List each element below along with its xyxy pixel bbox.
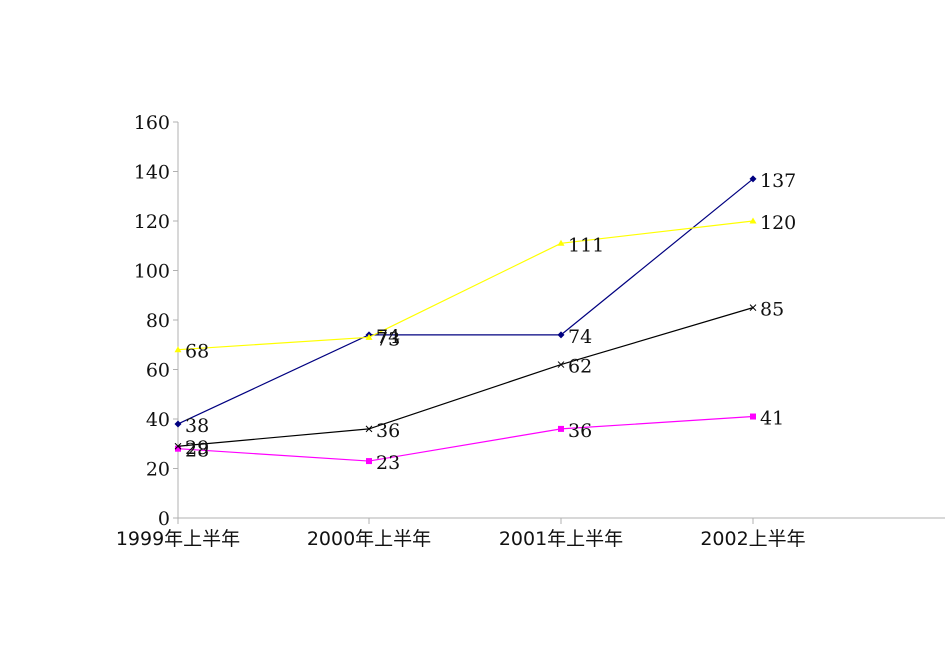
series-layer bbox=[174, 175, 757, 465]
data-label: 74 bbox=[376, 326, 400, 348]
data-label: 28 bbox=[185, 440, 209, 462]
data-point-marker bbox=[558, 425, 564, 432]
y-tick-label: 20 bbox=[146, 459, 170, 481]
data-label: 29 bbox=[185, 437, 209, 459]
data-label: 73 bbox=[376, 328, 400, 350]
data-point-marker bbox=[366, 458, 372, 465]
axes: 0 20 40 60 80 100 120 140 160 1999年上半年 2000年上半年 200… bbox=[116, 112, 945, 550]
data-label: 36 bbox=[568, 420, 592, 442]
y-tick-label: 80 bbox=[146, 310, 170, 332]
series-magenta bbox=[175, 413, 756, 465]
data-label: 74 bbox=[568, 326, 592, 348]
data-point-marker bbox=[174, 346, 182, 353]
y-tick-label: 140 bbox=[134, 162, 170, 184]
series-black bbox=[174, 304, 757, 450]
x-tick-label: 2002上半年 bbox=[700, 528, 805, 550]
data-point-marker bbox=[175, 445, 181, 452]
y-tick-label: 40 bbox=[146, 409, 170, 431]
x-tick-label: 1999年上半年 bbox=[116, 528, 240, 550]
data-point-marker bbox=[365, 333, 373, 340]
data-label: 68 bbox=[185, 341, 209, 363]
data-label: 137 bbox=[760, 170, 796, 192]
data-point-marker bbox=[557, 239, 565, 246]
y-tick-label: 60 bbox=[146, 360, 170, 382]
y-tick-label: 100 bbox=[134, 261, 170, 283]
data-point-marker bbox=[174, 442, 182, 450]
series-line bbox=[177, 178, 754, 425]
data-point-marker bbox=[749, 304, 757, 311]
y-tick-label: 160 bbox=[134, 112, 170, 134]
series-line bbox=[177, 220, 754, 351]
series-yellow bbox=[174, 217, 757, 353]
data-labels: 38 74 74 137 28 23 36 41 68 73 111 120 29 36 62 85 bbox=[185, 170, 796, 474]
data-label: 111 bbox=[568, 234, 604, 256]
data-label: 23 bbox=[376, 452, 400, 474]
data-label: 85 bbox=[760, 299, 784, 321]
x-tick-label: 2001年上半年 bbox=[499, 528, 623, 550]
data-label: 120 bbox=[760, 212, 796, 234]
data-label: 38 bbox=[185, 415, 209, 437]
data-point-marker bbox=[750, 413, 756, 420]
data-point-marker bbox=[749, 217, 757, 224]
y-tick-label: 120 bbox=[134, 211, 170, 233]
series-line bbox=[177, 307, 754, 447]
series-line bbox=[177, 415, 754, 462]
data-point-marker bbox=[749, 175, 757, 183]
data-label: 62 bbox=[568, 356, 592, 378]
data-label: 36 bbox=[376, 420, 400, 442]
x-tick-label: 2000年上半年 bbox=[307, 528, 431, 550]
data-point-marker bbox=[365, 425, 373, 433]
series-navy bbox=[174, 175, 757, 428]
data-point-marker bbox=[174, 420, 182, 428]
data-label: 41 bbox=[760, 408, 784, 430]
y-tick-label: 0 bbox=[158, 508, 170, 530]
data-point-marker bbox=[557, 331, 565, 339]
data-point-marker bbox=[557, 361, 565, 368]
